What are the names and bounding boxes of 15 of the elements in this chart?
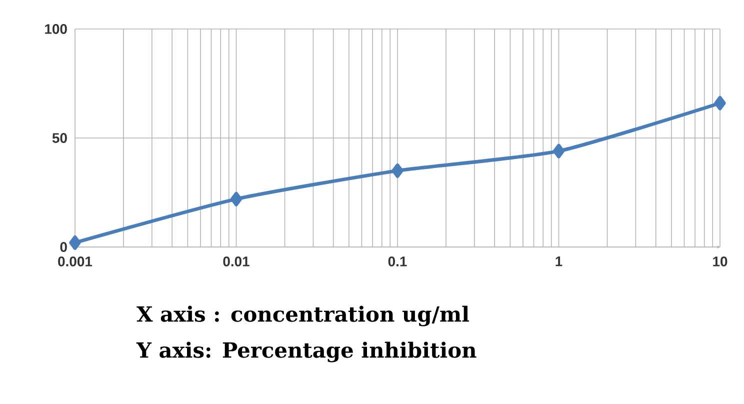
point [714,96,726,110]
x-tick-label: 0.001 [58,256,92,266]
y-tick-label: 100 [45,24,67,34]
point [230,192,242,206]
x-tick-label: 0.1 [388,256,407,266]
x-tick-label: 10 [713,256,728,266]
y-tick-label: 50 [52,133,67,143]
y-tick-label: 0 [60,242,67,252]
point [69,235,81,250]
point [552,144,565,158]
text: Y axis: Percentage inhibition [136,342,476,362]
x-tick-label: 1 [556,256,562,266]
point [392,163,404,178]
text: X axis : concentration ug/ml [136,306,469,326]
x-tick-label: 0.01 [223,256,250,266]
